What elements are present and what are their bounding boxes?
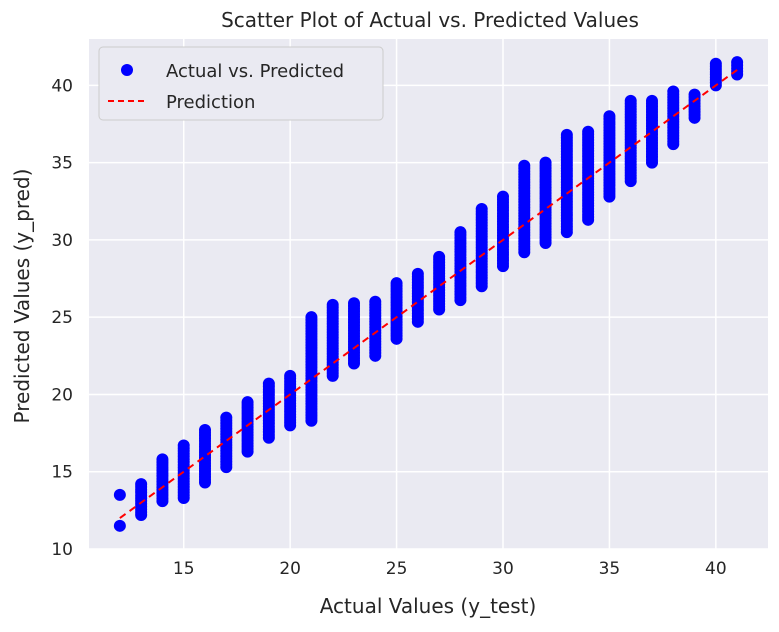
y-tick-label: 35: [51, 154, 73, 174]
scatter-point: [475, 203, 488, 215]
scatter-point: [603, 110, 616, 123]
scatter-point: [390, 277, 403, 290]
scatter-point: [411, 267, 424, 280]
x-tick-label: 15: [173, 559, 195, 579]
x-tick-label: 20: [279, 559, 301, 579]
y-tick-label: 10: [51, 540, 73, 560]
scatter-point: [262, 377, 275, 390]
scatter-point: [156, 453, 169, 466]
scatter-point: [518, 159, 531, 172]
x-axis-title: Actual Values (y_test): [320, 594, 537, 618]
y-tick-label: 40: [51, 76, 73, 96]
y-tick-label: 15: [51, 463, 73, 483]
scatter-point: [645, 94, 658, 107]
chart-title: Scatter Plot of Actual vs. Predicted Val…: [221, 8, 639, 32]
scatter-point: [220, 411, 233, 424]
legend-box: [98, 46, 384, 121]
x-tick-label: 25: [386, 559, 408, 579]
scatter-point: [454, 226, 467, 239]
scatter-point: [241, 396, 254, 409]
scatter-point: [560, 128, 573, 141]
tick-labels: 15 20 25 30 35 40 10 15 20 25 30 35 40: [51, 76, 726, 579]
x-tick-label: 40: [705, 559, 727, 579]
scatter-point: [348, 297, 361, 310]
scatter-point: [539, 156, 552, 169]
scatter-point: [135, 478, 148, 491]
scatter-point: [433, 250, 446, 263]
scatter-point: [326, 298, 339, 311]
y-axis-title: Predicted Values (y_pred): [10, 169, 34, 424]
scatter-point: [199, 424, 212, 436]
legend: Actual vs. Predicted Prediction: [98, 46, 384, 121]
scatter-point: [709, 57, 722, 70]
legend-label-line: Prediction: [166, 92, 255, 113]
scatter-point: [624, 94, 637, 107]
legend-marker-scatter: [121, 64, 133, 76]
scatter-point: [113, 519, 126, 532]
y-tick-label: 30: [51, 231, 73, 251]
scatter-point: [369, 295, 382, 308]
scatter-point: [496, 190, 509, 203]
scatter-point: [731, 56, 744, 69]
scatter-point: [284, 369, 297, 382]
x-tick-label: 30: [492, 559, 514, 579]
y-tick-label: 20: [51, 385, 73, 405]
scatter-point: [582, 125, 595, 138]
scatter-point: [177, 439, 190, 452]
x-tick-label: 35: [599, 559, 621, 579]
scatter-point: [113, 488, 126, 501]
legend-label-scatter: Actual vs. Predicted: [166, 61, 344, 82]
scatter-point: [305, 311, 318, 324]
y-tick-label: 25: [51, 308, 73, 328]
scatter-point: [667, 85, 680, 98]
scatter-points: [113, 56, 744, 532]
